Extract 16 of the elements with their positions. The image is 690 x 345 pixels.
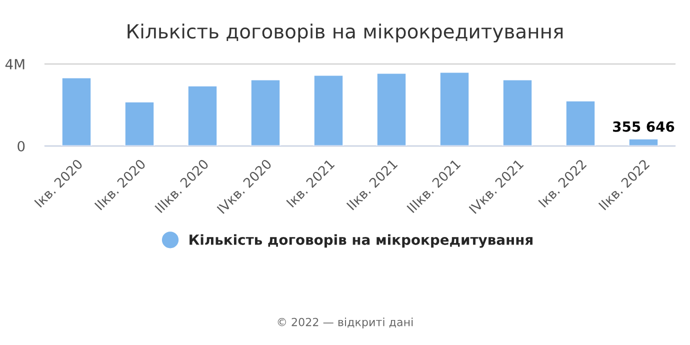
data-label: 355 646	[613, 121, 674, 132]
bar	[565, 100, 596, 146]
bar	[502, 78, 533, 146]
legend-label: Кількість договорів на мікрокредитування	[190, 234, 532, 248]
bar	[439, 71, 470, 146]
y-tick-label: 4M	[5, 59, 24, 70]
y-tick-label: 0	[18, 140, 25, 152]
bar	[313, 74, 344, 146]
text: © 2022 — відкриті дані	[278, 318, 413, 328]
bar	[61, 76, 92, 146]
bar	[376, 72, 407, 146]
bar	[628, 138, 659, 146]
bar	[124, 101, 155, 146]
bar	[187, 85, 218, 146]
chart-title: Кількість договорів на мікрокредитування	[128, 24, 563, 42]
bar	[250, 78, 281, 146]
